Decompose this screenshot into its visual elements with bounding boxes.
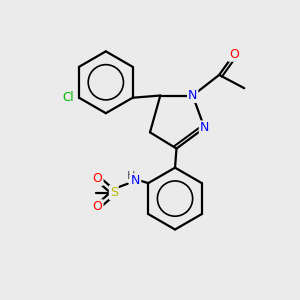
Text: O: O (93, 200, 103, 213)
Text: N: N (200, 122, 209, 134)
Text: O: O (229, 48, 239, 61)
Text: N: N (188, 89, 197, 102)
Text: O: O (93, 172, 103, 185)
Text: S: S (110, 186, 118, 199)
Text: N: N (131, 174, 140, 187)
Text: H: H (126, 171, 135, 181)
Text: Cl: Cl (62, 91, 74, 104)
